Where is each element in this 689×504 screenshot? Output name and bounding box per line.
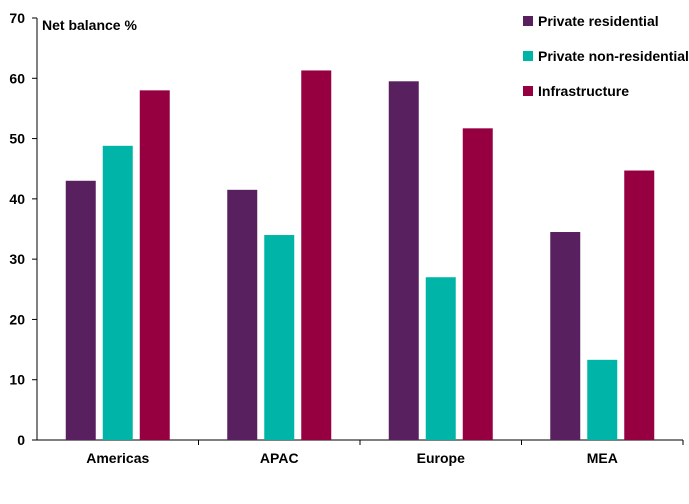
y-tick-label: 60 [9,70,25,86]
bars [65,70,655,441]
x-tick-label: Americas [86,450,149,466]
legend-label: Infrastructure [538,83,629,99]
x-tick-label: MEA [587,450,618,466]
x-tick-label: APAC [260,450,299,466]
y-tick-label: 20 [9,311,25,327]
y-axis-label: Net balance % [42,17,137,33]
bar-private-non-residential-americas [102,145,133,440]
y-tick-label: 30 [9,251,25,267]
y-tick-label: 40 [9,191,25,207]
legend-swatch [523,86,533,96]
bar-infrastructure-americas [139,90,170,440]
labels: 0 10 20 30 40 50 60 70 Net balance % Americas APAC… [9,10,617,466]
bar-infrastructure-europe [462,128,493,440]
bar-private-non-residential-apac [264,235,295,440]
bar-private-non-residential-europe [425,277,456,440]
y-tick-label: 70 [9,10,25,26]
y-tick-label: 50 [9,131,25,147]
legend-label: Private non-residential [538,48,689,64]
bar-private-residential-europe [388,81,419,441]
bar-private-non-residential-mea [587,359,618,440]
bar-private-residential-mea [550,232,581,440]
legend: Private residential Private non-residenti… [523,13,689,99]
y-tick-label: 0 [17,432,25,448]
x-tick-label: Europe [417,450,465,466]
bar-private-residential-americas [65,180,96,440]
bar-private-residential-apac [227,189,258,440]
legend-label: Private residential [538,13,659,29]
bar-infrastructure-apac [301,70,332,440]
bar-infrastructure-mea [624,170,655,440]
legend-swatch [523,16,533,26]
legend-swatch [523,51,533,61]
y-tick-label: 10 [9,372,25,388]
